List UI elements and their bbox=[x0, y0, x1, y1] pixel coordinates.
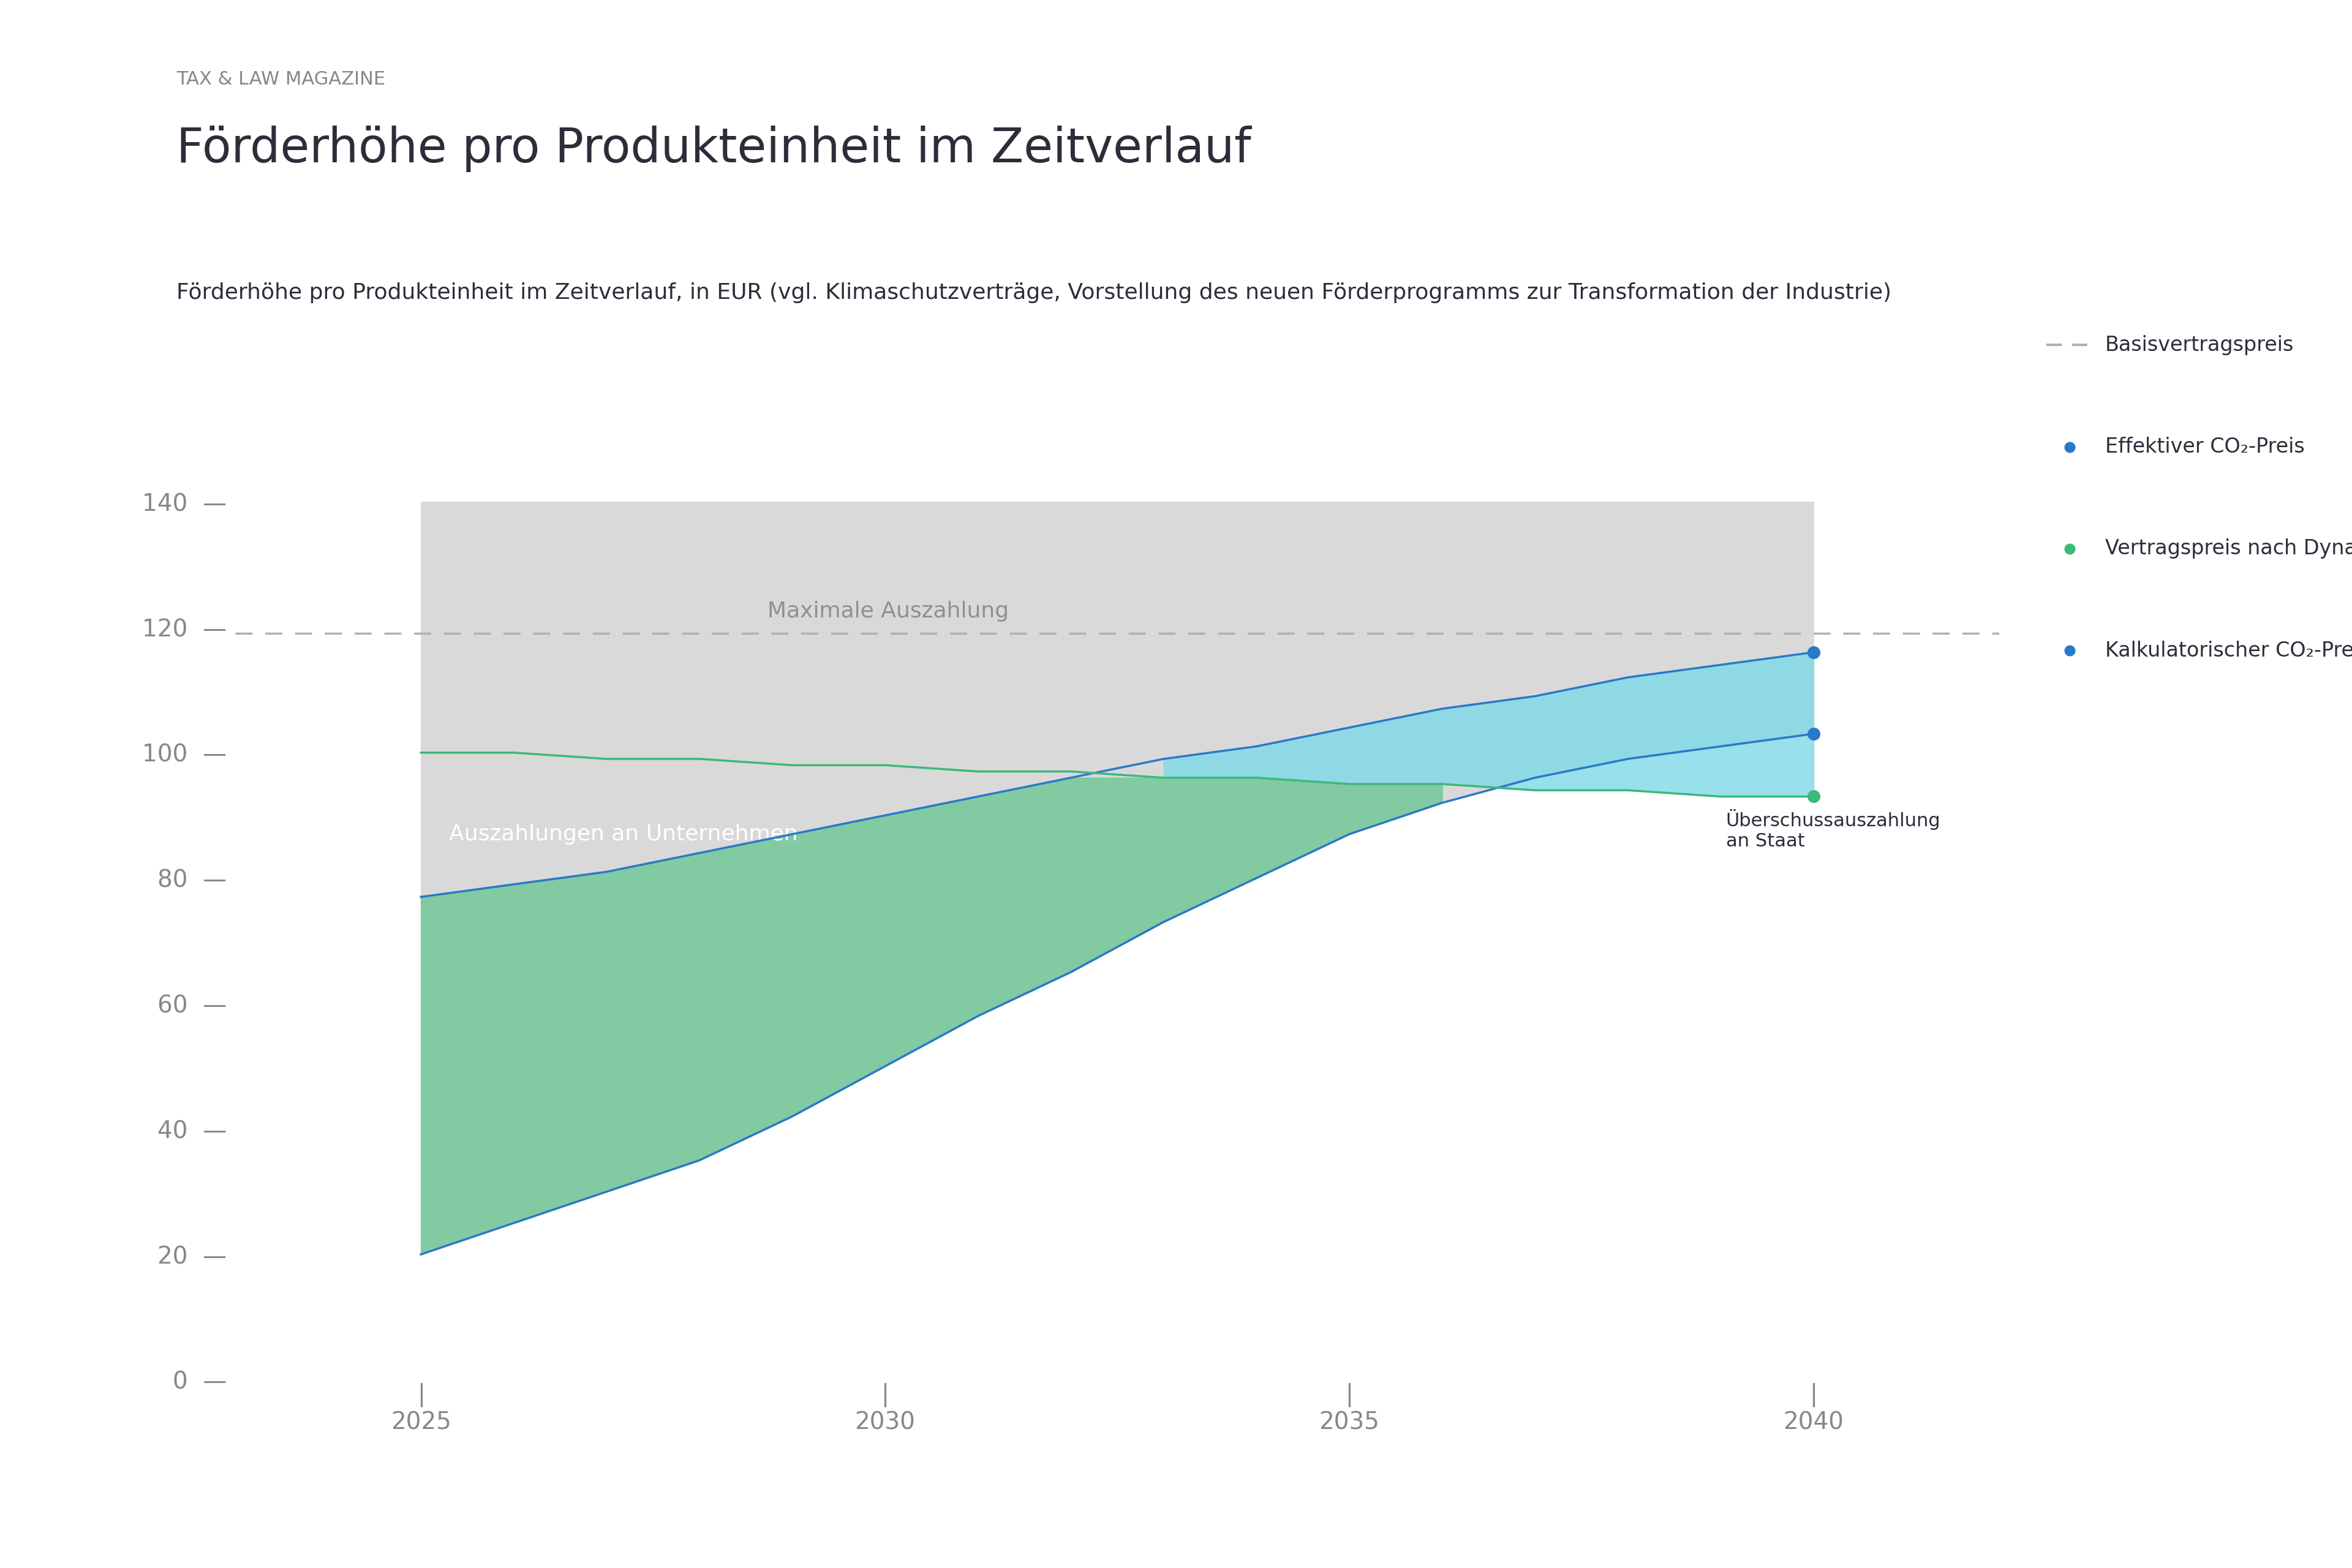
Text: TAX & LAW MAGAZINE: TAX & LAW MAGAZINE bbox=[176, 71, 386, 88]
Text: Kalkulatorischer CO₂-Preis: Kalkulatorischer CO₂-Preis bbox=[2105, 641, 2352, 660]
Point bbox=[1795, 640, 1832, 665]
Text: Effektiver CO₂-Preis: Effektiver CO₂-Preis bbox=[2105, 437, 2305, 456]
Text: Maximale Auszahlung: Maximale Auszahlung bbox=[767, 601, 1009, 622]
Point bbox=[1795, 784, 1832, 809]
Text: Überschussauszahlung
an Staat: Überschussauszahlung an Staat bbox=[1726, 809, 1940, 850]
Text: Basisvertragspreis: Basisvertragspreis bbox=[2105, 336, 2293, 354]
Text: Vertragspreis nach Dynamisierung: Vertragspreis nach Dynamisierung bbox=[2105, 539, 2352, 558]
Point bbox=[1795, 721, 1832, 746]
Text: Förderhöhe pro Produkteinheit im Zeitverlauf, in EUR (vgl. Klimaschutzverträge, : Förderhöhe pro Produkteinheit im Zeitver… bbox=[176, 282, 1891, 303]
Text: Auszahlungen an Unternehmen: Auszahlungen an Unternehmen bbox=[449, 823, 797, 845]
Text: Förderhöhe pro Produkteinheit im Zeitverlauf: Förderhöhe pro Produkteinheit im Zeitver… bbox=[176, 125, 1251, 172]
